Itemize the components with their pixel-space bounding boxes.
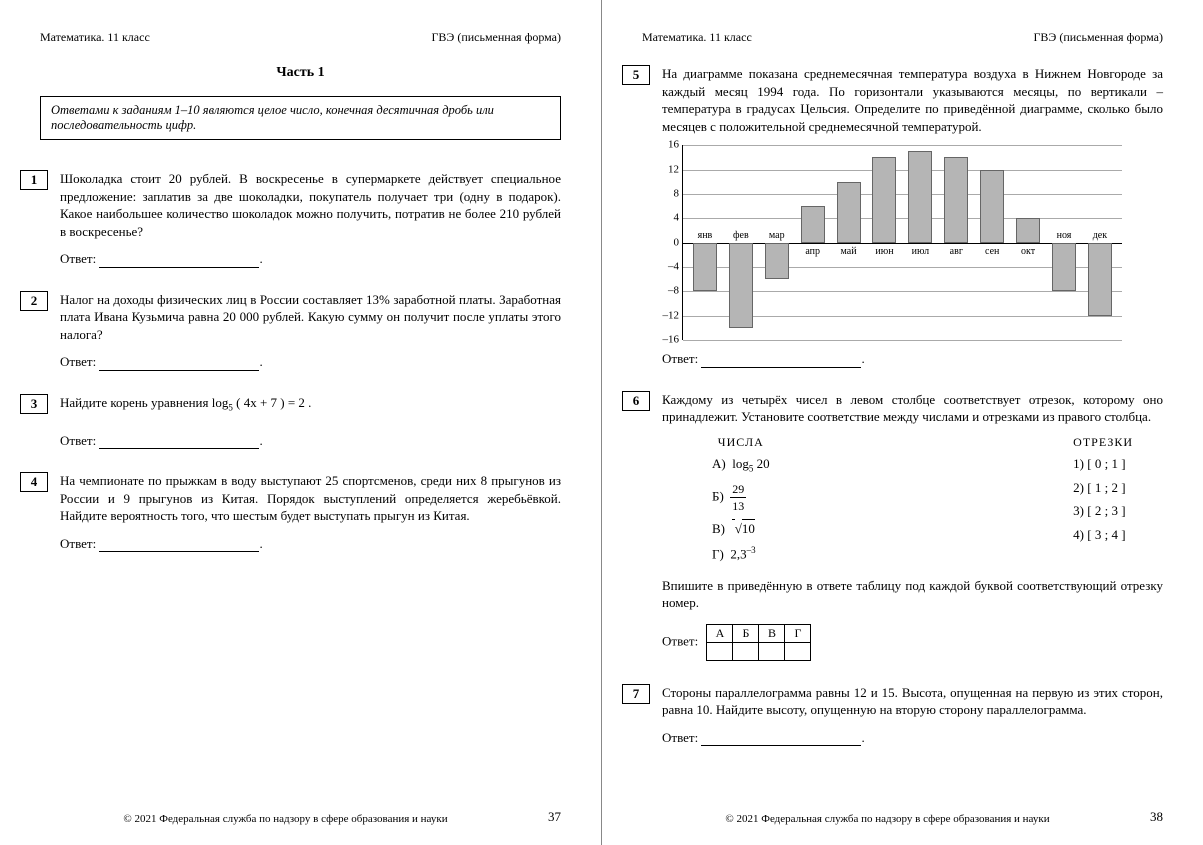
page-left: Математика. 11 класс ГВЭ (письменная фор… <box>0 0 601 845</box>
task-body: Найдите корень уравнения log5 ( 4x + 7 )… <box>60 394 561 454</box>
answer-line: Ответ: . <box>60 535 561 553</box>
temperature-chart: 1612840–4–8–12–16янвфевмарапрмайиюниюлав… <box>682 145 1163 340</box>
task-body: На чемпионате по прыжкам в воду выступаю… <box>60 472 561 557</box>
task-num: 6 <box>622 391 650 411</box>
header-exam: ГВЭ (письменная форма) <box>1033 30 1163 45</box>
copyright: © 2021 Федеральная служба по надзору в с… <box>642 813 1133 825</box>
page-right: Математика. 11 класс ГВЭ (письменная фор… <box>602 0 1203 845</box>
footer: © 2021 Федеральная служба по надзору в с… <box>40 789 561 825</box>
task-body: Налог на доходы физических лиц в России … <box>60 291 561 376</box>
header: Математика. 11 класс ГВЭ (письменная фор… <box>40 30 561 45</box>
task-num: 1 <box>20 170 48 190</box>
header: Математика. 11 класс ГВЭ (письменная фор… <box>642 30 1163 45</box>
answer-table-row: Ответ: А Б В Г <box>662 624 1163 661</box>
header-subject: Математика. 11 класс <box>642 30 752 45</box>
task-2: 2 Налог на доходы физических лиц в Росси… <box>40 291 561 376</box>
task-num: 5 <box>622 65 650 85</box>
answer-line: Ответ: . <box>662 350 1163 368</box>
task-4: 4 На чемпионате по прыжкам в воду выступ… <box>40 472 561 557</box>
task-num: 4 <box>20 472 48 492</box>
numbers-column: ЧИСЛА А) log5 20 Б) 2913 В) √10 Г) 2,3–3 <box>712 434 770 569</box>
answer-line: Ответ: . <box>662 729 1163 747</box>
task-body: На диаграмме показана среднемесячная тем… <box>662 65 1163 373</box>
task-6: 6 Каждому из четырёх чисел в левом столб… <box>642 391 1163 666</box>
page-number: 37 <box>531 809 561 825</box>
copyright: © 2021 Федеральная служба по надзору в с… <box>40 813 531 825</box>
header-exam: ГВЭ (письменная форма) <box>431 30 561 45</box>
task-7: 7 Стороны параллелограмма равны 12 и 15.… <box>642 684 1163 752</box>
answer-line: Ответ: . <box>60 432 561 450</box>
header-subject: Математика. 11 класс <box>40 30 150 45</box>
matching-instruction: Впишите в приведённую в ответе таблицу п… <box>662 577 1163 612</box>
answer-line: Ответ: . <box>60 250 561 268</box>
task-num: 3 <box>20 394 48 414</box>
answer-table: А Б В Г <box>706 624 811 661</box>
part-title: Часть 1 <box>40 65 561 81</box>
task-body: Каждому из четырёх чисел в левом столбце… <box>662 391 1163 666</box>
page-number: 38 <box>1133 809 1163 825</box>
matching-columns: ЧИСЛА А) log5 20 Б) 2913 В) √10 Г) 2,3–3… <box>712 434 1133 569</box>
segments-column: ОТРЕЗКИ 1) [ 0 ; 1 ] 2) [ 1 ; 2 ] 3) [ 2… <box>1073 434 1133 569</box>
task-body: Шоколадка стоит 20 рублей. В воскресенье… <box>60 170 561 273</box>
task-num: 2 <box>20 291 48 311</box>
instruction-box: Ответами к заданиям 1–10 являются целое … <box>40 96 561 140</box>
answer-line: Ответ: . <box>60 353 561 371</box>
task-body: Стороны параллелограмма равны 12 и 15. В… <box>662 684 1163 752</box>
task-num: 7 <box>622 684 650 704</box>
task-1: 1 Шоколадка стоит 20 рублей. В воскресен… <box>40 170 561 273</box>
task-5: 5 На диаграмме показана среднемесячная т… <box>642 65 1163 373</box>
footer: © 2021 Федеральная служба по надзору в с… <box>642 789 1163 825</box>
task-3: 3 Найдите корень уравнения log5 ( 4x + 7… <box>40 394 561 454</box>
